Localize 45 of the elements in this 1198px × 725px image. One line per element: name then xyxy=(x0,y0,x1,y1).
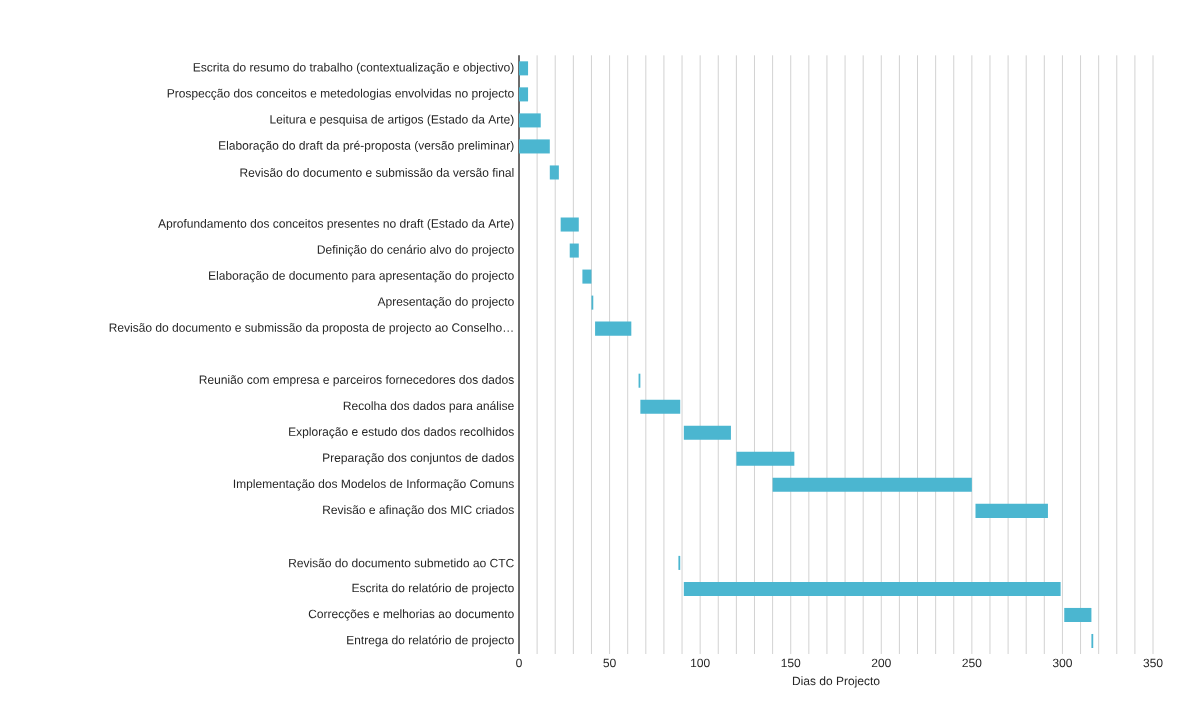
y-tick-label: Revisão e afinação dos MIC criados xyxy=(323,505,514,517)
bar xyxy=(736,451,795,466)
y-tick-label: Recolha dos dados para análise xyxy=(343,401,514,413)
y-tick-label: Aprofundamento dos conceitos presentes no draft (Estado da Arte) xyxy=(158,218,514,231)
y-tick-label: Escrita do resumo do trabalho (contextualização e objectivo) xyxy=(193,62,514,74)
bar xyxy=(595,321,632,336)
y-tick-label: Entrega do relatório de projecto xyxy=(347,635,514,647)
x-tick-label: 0 xyxy=(516,658,522,668)
bar xyxy=(519,113,541,128)
x-tick-label: 200 xyxy=(871,658,891,668)
bar xyxy=(683,581,1061,596)
bar xyxy=(519,61,529,76)
x-tick-label: 350 xyxy=(1143,658,1163,668)
bar xyxy=(683,425,731,440)
y-tick-label: Definição do cenário alvo do projecto xyxy=(317,244,514,257)
bar xyxy=(549,165,559,180)
y-tick-label: Exploração e estudo dos dados recolhidos xyxy=(289,427,514,439)
y-tick-label: Prospecção dos conceitos e metedologias envolvidas no projecto xyxy=(167,88,514,101)
y-tick-label: Preparação dos conjuntos de dados xyxy=(323,453,514,465)
x-tick-label: 100 xyxy=(691,658,710,668)
x-tick-label: 150 xyxy=(781,658,801,668)
y-tick-label: Revisão do documento e submissão da versão final xyxy=(240,168,514,177)
y-tick-label: Elaboração do draft da pré-proposta (versão preliminar) xyxy=(219,140,514,153)
x-tick-label: 50 xyxy=(603,658,616,668)
bar xyxy=(519,139,550,154)
y-tick-label: Implementação dos Modelos de Informação Comuns xyxy=(233,479,514,491)
y-tick-label: Revisão do documento submetido ao CTC xyxy=(289,558,514,568)
y-tick-label: Leitura e pesquisa de artigos (Estado da Arte) xyxy=(270,114,514,126)
x-axis-title: Dias do Projecto xyxy=(792,676,880,688)
y-tick-label: Apresentação do projecto xyxy=(377,296,514,309)
y-tick-label: Elaboração de documento para apresentação do projecto xyxy=(209,270,514,283)
x-tick-label: 250 xyxy=(962,658,982,668)
bar xyxy=(640,399,681,414)
bar xyxy=(582,269,592,284)
y-tick-label: Revisão do documento e submissão da proposta de projecto ao Conselho… xyxy=(109,323,513,335)
bar xyxy=(569,243,579,258)
bar xyxy=(975,503,1048,518)
bar xyxy=(772,477,972,492)
bar xyxy=(560,217,579,232)
y-tick-label: Correcções e melhorias ao documento xyxy=(308,609,514,621)
x-tick-label: 300 xyxy=(1052,658,1072,668)
y-tick-label: Reunião com empresa e parceiros fornecedores dos dados xyxy=(199,375,514,387)
bar xyxy=(1064,607,1092,622)
y-tick-label: Escrita do relatório de projecto xyxy=(352,583,514,595)
bar xyxy=(519,87,529,102)
